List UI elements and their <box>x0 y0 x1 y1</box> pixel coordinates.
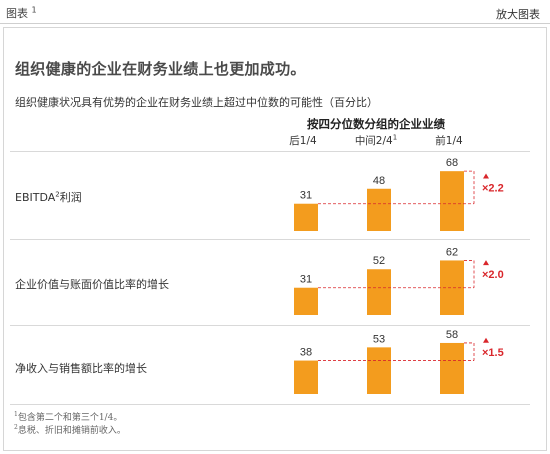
multiplier-label: ×1.5 <box>482 347 504 359</box>
bar <box>440 342 464 394</box>
bar-value-label: 62 <box>446 246 458 258</box>
bar-value-label: 52 <box>373 255 385 267</box>
top-bar: 图表 1 放大图表 <box>0 0 550 26</box>
footnote-1: 1包含第二个和第三个1/4。 <box>14 411 123 423</box>
column-label-bottom-quartile: 后1/4 <box>289 135 317 147</box>
chart-title: 组织健康的企业在财务业绩上也更加成功。 <box>15 60 306 78</box>
row-divider <box>10 239 530 240</box>
row-divider <box>10 325 530 326</box>
bar <box>440 171 464 231</box>
up-arrow-icon <box>483 260 489 266</box>
row-divider <box>10 404 530 405</box>
column-label-middle-quartiles: 中间2/41 <box>354 133 398 148</box>
bar <box>367 269 391 315</box>
figure-label: 图表 1 <box>6 5 37 20</box>
bar-value-label: 38 <box>300 347 312 359</box>
bar-value-label: 58 <box>446 329 458 341</box>
up-arrow-icon <box>483 337 489 343</box>
footnote-2: 2息税、折旧和摊销前收入。 <box>14 424 126 436</box>
column-label-top-quartile: 前1/4 <box>435 135 463 147</box>
bar <box>367 188 391 231</box>
bar-value-label: 68 <box>446 157 458 169</box>
row-label-ebitda: EBITDA2利润 <box>15 190 82 204</box>
bar-value-label: 48 <box>373 175 385 187</box>
up-arrow-icon <box>483 173 489 179</box>
multiplier-label: ×2.2 <box>482 182 504 194</box>
row-label-ev-book-ratio: 企业价值与账面价值比率的增长 <box>15 278 169 291</box>
bar-value-label: 31 <box>300 274 312 286</box>
row-divider <box>10 151 530 152</box>
bar-value-label: 31 <box>300 190 312 202</box>
bar <box>294 360 318 394</box>
multiplier-label: ×2.0 <box>482 269 504 281</box>
column-group-header: 按四分位数分组的企业业绩 <box>307 117 445 131</box>
expand-chart-link[interactable]: 放大图表 <box>496 8 540 21</box>
bar <box>294 287 318 315</box>
bar <box>294 203 318 231</box>
top-divider <box>0 23 550 24</box>
bar-value-label: 53 <box>373 333 385 345</box>
row-label-net-income-ratio: 净收入与销售额比率的增长 <box>15 362 147 375</box>
bar <box>367 347 391 394</box>
chart-subtitle: 组织健康状况具有优势的企业在财务业绩上超过中位数的可能性（百分比） <box>15 96 378 109</box>
